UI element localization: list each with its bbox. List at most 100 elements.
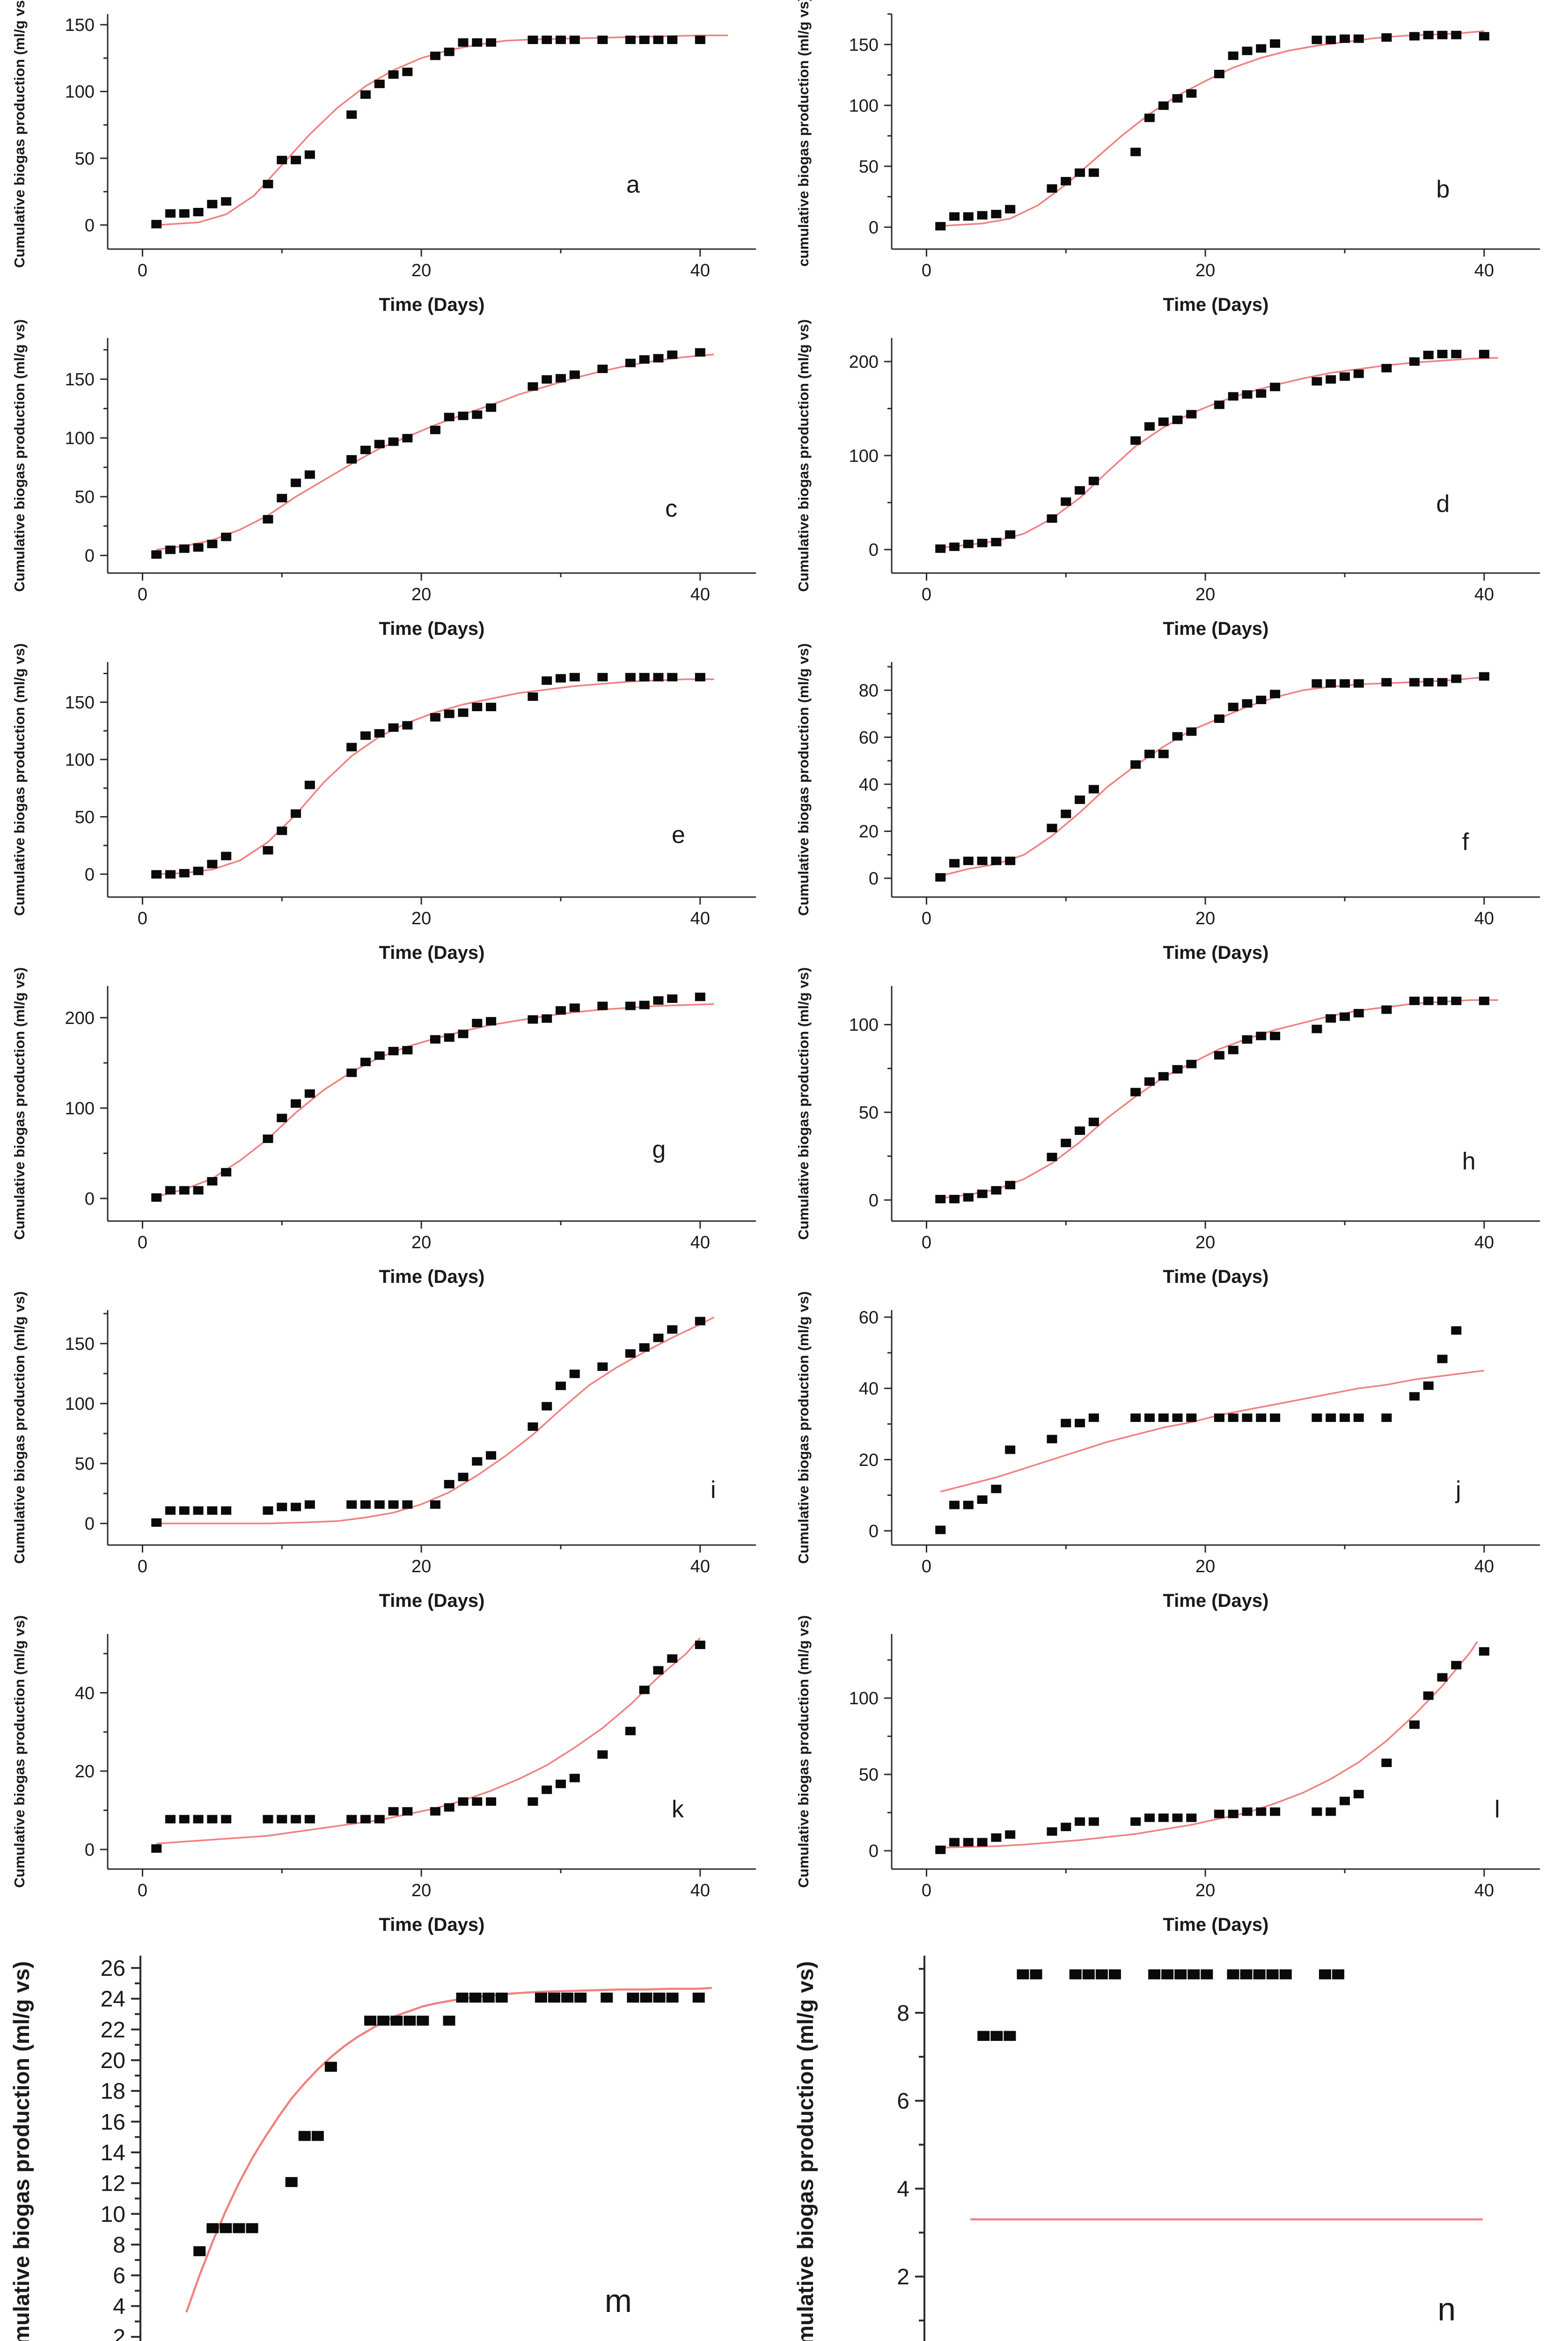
svg-text:4: 4 (897, 2177, 909, 2201)
data-points-e (151, 673, 705, 879)
svg-text:0: 0 (85, 1840, 95, 1860)
svg-text:4: 4 (113, 2294, 125, 2319)
svg-text:50: 50 (75, 487, 95, 507)
svg-text:50: 50 (75, 1454, 95, 1474)
chart-svg-l: 0 20 40 0 50 100 Cumulative biogas production … (795, 1615, 1540, 1935)
svg-text:150: 150 (65, 1334, 95, 1354)
svg-text:20: 20 (101, 2048, 125, 2073)
svg-text:0: 0 (138, 909, 147, 928)
tick-labels-f: 0 20 40 0 20 40 60 80 (859, 681, 1494, 928)
axes-d (884, 338, 1540, 581)
svg-text:150: 150 (65, 15, 95, 35)
panel-letter-j: j (1455, 1477, 1461, 1504)
tick-labels-h: 0 20 40 0 50 100 (849, 1016, 1494, 1252)
data-points-i (151, 1317, 705, 1527)
fit-curve-l (940, 1641, 1478, 1849)
svg-text:0: 0 (138, 1557, 147, 1576)
panel-letter-k: k (672, 1796, 684, 1823)
x-axis-label-e: Time (Days) (379, 942, 484, 963)
svg-text:20: 20 (1195, 909, 1215, 928)
x-axis-label-i: Time (Days) (379, 1590, 484, 1611)
panel-letter-m: m (605, 2282, 632, 2319)
data-points-c (151, 348, 705, 559)
panel-letter-g: g (652, 1136, 666, 1163)
svg-text:20: 20 (411, 585, 431, 604)
tick-labels-d: 0 20 40 0 100 200 (849, 353, 1494, 605)
data-points-n (977, 1969, 1345, 2041)
data-points-h (935, 996, 1489, 1204)
panel-letter-f: f (1462, 829, 1469, 856)
svg-text:20: 20 (859, 822, 879, 842)
chart-svg-k: 0 20 40 0 20 40 Cumulative biogas production (… (11, 1615, 756, 1935)
y-axis-label-n: Cumulative biogas production (ml/g vs) (793, 1961, 818, 2341)
fit-curve-g (156, 1003, 714, 1198)
chart-svg-m: 0204002468101214161820222426Cumulative b… (9, 1956, 712, 2341)
panel-letter-c: c (665, 495, 677, 523)
svg-text:100: 100 (65, 82, 95, 102)
tick-labels-n: 0204002468 (897, 2001, 909, 2289)
axes-g (100, 986, 756, 1229)
svg-text:0: 0 (869, 218, 879, 237)
svg-text:40: 40 (690, 1557, 710, 1576)
chart-svg-b: 0 20 40 0 50 100 150 cumulative biogas producti… (795, 0, 1540, 315)
svg-text:40: 40 (1474, 1233, 1494, 1252)
svg-text:100: 100 (65, 1394, 95, 1414)
chart-svg-a: 0 20 40 0 50 100 150 Cumulative biogas producti… (11, 0, 756, 315)
svg-text:0: 0 (869, 1522, 879, 1541)
svg-text:40: 40 (75, 1684, 95, 1703)
svg-text:100: 100 (849, 1689, 879, 1708)
svg-text:50: 50 (75, 808, 95, 827)
chart-svg-f: 0 20 40 0 20 40 60 80 Cumulative biogas producti… (795, 643, 1540, 963)
svg-text:0: 0 (869, 1841, 879, 1861)
svg-text:0: 0 (869, 869, 879, 889)
panel-letter-e: e (672, 822, 685, 849)
svg-text:40: 40 (1474, 909, 1494, 928)
fit-curve-c (156, 353, 714, 551)
y-axis-label-l: Cumulative biogas production (ml/g vs) (795, 1615, 812, 1888)
fit-curve-k (156, 1637, 701, 1845)
tick-labels-j: 0 20 40 0 20 40 60 (859, 1308, 1494, 1576)
svg-text:20: 20 (1195, 1557, 1215, 1576)
chart-panel-g: 0 20 40 0 100 200 Cumulative biogas production… (0, 967, 784, 1296)
svg-text:6: 6 (113, 2264, 125, 2289)
y-axis-label-a: Cumulative biogas production (ml/g vs) (11, 0, 28, 268)
svg-text:200: 200 (65, 1009, 95, 1028)
svg-text:40: 40 (690, 1233, 710, 1252)
svg-text:100: 100 (65, 750, 95, 770)
svg-text:8: 8 (113, 2233, 125, 2258)
chart-panel-c: 0 20 40 0 50 100 150 Cumulative biogas producti… (0, 319, 784, 648)
chart-svg-c: 0 20 40 0 50 100 150 Cumulative biogas producti… (11, 319, 756, 639)
svg-text:100: 100 (65, 1099, 95, 1119)
data-points-a (151, 36, 705, 228)
svg-text:100: 100 (65, 429, 95, 449)
y-axis-label-d: Cumulative biogas production (ml/g vs) (795, 319, 812, 592)
svg-text:20: 20 (411, 1233, 431, 1252)
svg-text:40: 40 (690, 585, 710, 604)
panel-letter-i: i (711, 1477, 716, 1504)
y-axis-label-b: cumulative biogas production (ml/g vs) (795, 0, 812, 267)
panel-letter-n: n (1437, 2291, 1456, 2327)
svg-text:0: 0 (85, 1514, 95, 1534)
svg-text:60: 60 (859, 728, 879, 748)
svg-text:50: 50 (859, 1103, 879, 1123)
panel-letter-l: l (1495, 1796, 1500, 1823)
svg-text:200: 200 (849, 353, 879, 372)
axes-c (100, 338, 756, 581)
fit-curve-j (940, 1369, 1485, 1493)
svg-text:18: 18 (101, 2079, 125, 2104)
axes-l (884, 1634, 1540, 1877)
fit-curve-f (940, 676, 1485, 877)
svg-text:0: 0 (922, 261, 931, 280)
y-axis-label-m: Cumulative biogas production (ml/g vs) (9, 1961, 34, 2341)
chart-svg-j: 0 20 40 0 20 40 60 Cumulative biogas production… (795, 1291, 1540, 1611)
chart-panel-f: 0 20 40 0 20 40 60 80 Cumulative biogas producti… (784, 643, 1568, 972)
tick-labels-l: 0 20 40 0 50 100 (849, 1689, 1494, 1900)
svg-text:24: 24 (101, 1987, 125, 2012)
tick-labels-e: 0 20 40 0 50 100 150 (65, 693, 710, 928)
svg-text:0: 0 (922, 585, 931, 604)
svg-text:40: 40 (859, 775, 879, 795)
data-points-b (935, 30, 1489, 231)
svg-text:20: 20 (411, 1557, 431, 1576)
